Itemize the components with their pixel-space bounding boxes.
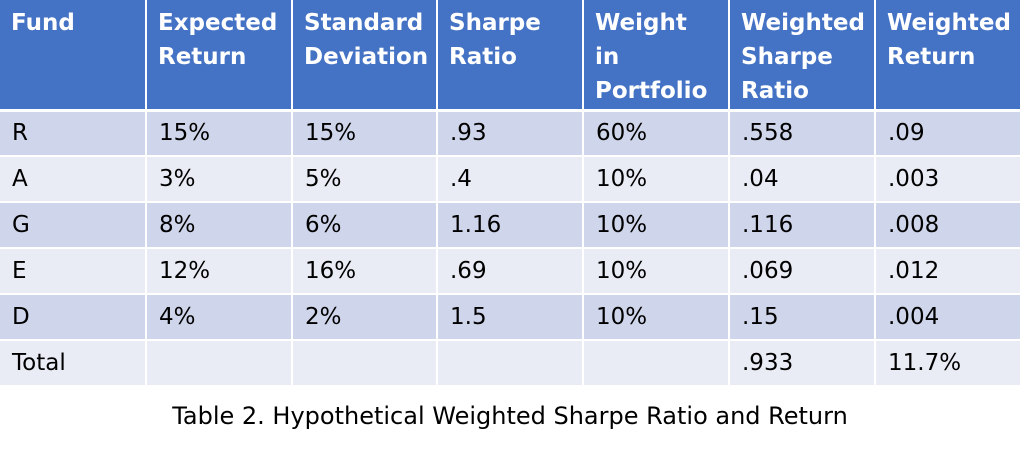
cell-weighted-sharpe: .04 (729, 156, 876, 203)
cell-weighted-sharpe: .933 (729, 340, 876, 387)
header-sharpe-ratio: Sharpe Ratio (437, 0, 584, 112)
cell-weight (583, 340, 730, 387)
table-row: E 12% 16% .69 10% .069 .012 (0, 248, 1020, 295)
cell-standard-deviation: 5% (292, 156, 438, 203)
cell-sharpe-ratio: 1.16 (437, 202, 584, 249)
cell-weight: 10% (583, 156, 730, 203)
cell-expected-return: 12% (146, 248, 293, 295)
total-row: Total .933 11.7% (0, 340, 1020, 387)
cell-sharpe-ratio: 1.5 (437, 294, 584, 341)
cell-fund: G (0, 202, 147, 249)
cell-weighted-sharpe: .558 (729, 110, 876, 157)
cell-standard-deviation: 16% (292, 248, 438, 295)
cell-weight: 60% (583, 110, 730, 157)
cell-weight: 10% (583, 294, 730, 341)
cell-expected-return (146, 340, 293, 387)
cell-weighted-return: .003 (875, 156, 1020, 203)
header-fund: Fund (0, 0, 147, 112)
cell-weight: 10% (583, 202, 730, 249)
cell-weighted-sharpe: .15 (729, 294, 876, 341)
cell-weighted-sharpe: .069 (729, 248, 876, 295)
cell-standard-deviation: 15% (292, 110, 438, 157)
cell-weighted-return: .004 (875, 294, 1020, 341)
table-body: R 15% 15% .93 60% .558 .09 A 3% 5% .4 10… (0, 110, 1020, 387)
cell-fund: R (0, 110, 147, 157)
cell-expected-return: 3% (146, 156, 293, 203)
table-row: G 8% 6% 1.16 10% .116 .008 (0, 202, 1020, 249)
sharpe-ratio-table: Fund Expected Return Standard Deviation … (0, 0, 1020, 387)
cell-fund: D (0, 294, 147, 341)
cell-sharpe-ratio: .4 (437, 156, 584, 203)
table-row: A 3% 5% .4 10% .04 .003 (0, 156, 1020, 203)
cell-fund: Total (0, 340, 147, 387)
data-table-container: Fund Expected Return Standard Deviation … (0, 0, 1020, 387)
table-caption: Table 2. Hypothetical Weighted Sharpe Ra… (172, 402, 848, 430)
cell-standard-deviation: 6% (292, 202, 438, 249)
cell-fund: A (0, 156, 147, 203)
cell-expected-return: 8% (146, 202, 293, 249)
table-row: R 15% 15% .93 60% .558 .09 (0, 110, 1020, 157)
cell-weight: 10% (583, 248, 730, 295)
cell-sharpe-ratio: .93 (437, 110, 584, 157)
table-row: D 4% 2% 1.5 10% .15 .004 (0, 294, 1020, 341)
cell-weighted-return: .012 (875, 248, 1020, 295)
cell-standard-deviation: 2% (292, 294, 438, 341)
cell-weighted-sharpe: .116 (729, 202, 876, 249)
cell-fund: E (0, 248, 147, 295)
header-weight-in-portfolio: Weight in Portfolio (583, 0, 730, 112)
cell-expected-return: 4% (146, 294, 293, 341)
header-expected-return: Expected Return (146, 0, 293, 112)
cell-weighted-return: .008 (875, 202, 1020, 249)
cell-standard-deviation (292, 340, 438, 387)
cell-sharpe-ratio: .69 (437, 248, 584, 295)
cell-weighted-return: 11.7% (875, 340, 1020, 387)
header-standard-deviation: Standard Deviation (292, 0, 438, 112)
cell-sharpe-ratio (437, 340, 584, 387)
header-weighted-return: Weighted Return (875, 0, 1020, 112)
cell-weighted-return: .09 (875, 110, 1020, 157)
header-row: Fund Expected Return Standard Deviation … (0, 0, 1020, 112)
header-weighted-sharpe-ratio: Weighted Sharpe Ratio (729, 0, 876, 112)
cell-expected-return: 15% (146, 110, 293, 157)
table-header: Fund Expected Return Standard Deviation … (0, 0, 1020, 112)
